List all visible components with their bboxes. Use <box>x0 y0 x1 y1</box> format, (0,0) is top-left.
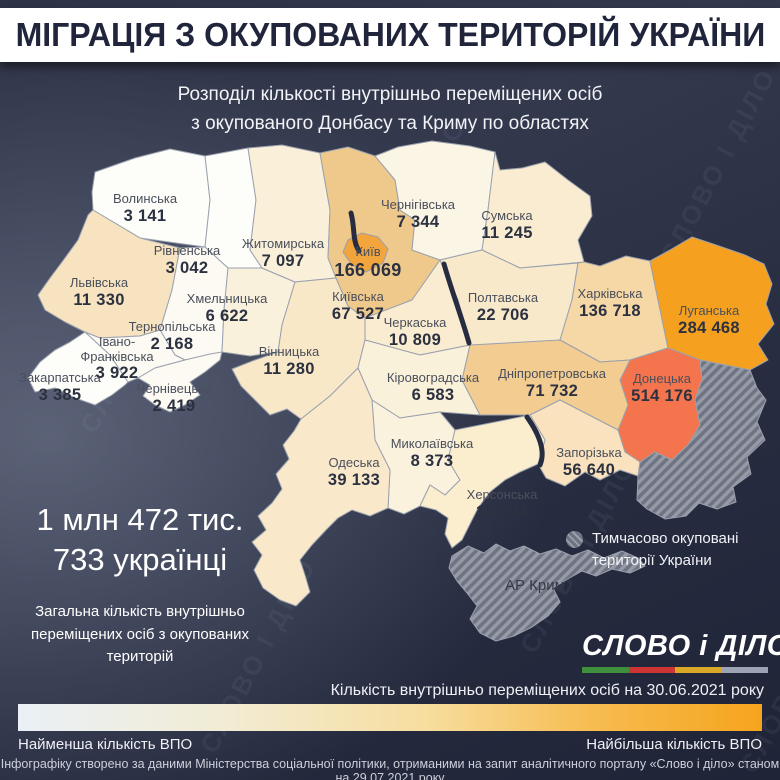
region-label-donetska: Донецька 514 176 <box>631 371 693 405</box>
region-label-mykolaivska: Миколаївська 8 373 <box>390 436 474 470</box>
legend-gradient-bar <box>18 704 762 731</box>
region-label-volynska: Волинська 3 141 <box>112 191 178 225</box>
subtitle-line2: з окупованого Донбасу та Криму по област… <box>191 113 589 135</box>
logo-bar-red <box>628 667 675 673</box>
region-label-ternopilska: Тернопільська 2 168 <box>128 319 216 353</box>
logo-bar-green <box>582 667 629 673</box>
summary-total: 1 млн 472 тис. 733 українці <box>36 502 244 577</box>
region-label-zakarpatska: Закарпатська 3 385 <box>19 370 101 404</box>
region-label-poltavska: Полтавська 22 706 <box>467 290 539 324</box>
region-label-rivnenska: Рівненська 3 042 <box>153 243 221 277</box>
region-label-lvivska: Львівська 11 330 <box>69 275 129 309</box>
dnipro-river-kremenchuk-reservoir <box>441 261 472 346</box>
region-label-kyivska: Київська 67 527 <box>331 289 385 323</box>
summary-block: 1 млн 472 тис. 733 українці Загальна кіл… <box>25 500 255 669</box>
region-label-vinnytska: Вінницька 11 280 <box>258 344 320 378</box>
subtitle-line1: Розподіл кількості внутрішньо переміщени… <box>177 84 603 105</box>
subtitle: Розподіл кількості внутрішньо переміщени… <box>0 80 780 139</box>
slovoidilo-logo: СЛОВО і ДІЛО <box>582 630 780 673</box>
region-label-odeska: Одеська 39 133 <box>327 455 381 489</box>
region-label-kharkivska: Харківська 136 718 <box>577 286 643 320</box>
region-label-dnipropetrovska: Дніпропетровська 71 732 <box>498 366 606 400</box>
dnipro-river-kyiv-reservoir <box>348 210 362 254</box>
crimea-label: АР Крим <box>505 577 565 594</box>
region-odeska <box>251 367 391 607</box>
region-chernivetska <box>137 346 224 413</box>
region-khersonska <box>419 414 546 549</box>
logo-bar-yellow <box>675 667 722 673</box>
region-label-zaporizka: Запорізька 56 640 <box>556 445 622 479</box>
region-label-kyiv-city: Київ 166 069 <box>334 244 402 280</box>
region-label-ivano-frankivska: Івано-Франківська 3 922 <box>80 334 154 383</box>
crimea-hatched <box>448 543 646 642</box>
legend-min-label: Найменша кількість ВПО <box>18 736 193 753</box>
region-zakarpatska <box>27 331 129 406</box>
dnipro-river-kakhovka-reservoir <box>524 414 545 468</box>
occupied-territory-swatch-icon <box>566 531 583 548</box>
slovoidilo-logo-text: СЛОВО і ДІЛО <box>582 630 780 662</box>
summary-caption: Загальна кількість внутрішньо переміщени… <box>31 603 249 666</box>
region-label-cherkaska: Черкаська 10 809 <box>383 315 447 349</box>
region-label-khmelnytska: Хмельницька 6 622 <box>186 291 268 325</box>
title-bar: МІГРАЦІЯ З ОКУПОВАНИХ ТЕРИТОРІЙ УКРАЇНИ <box>0 8 780 62</box>
legend-title: Кількість внутрішньо переміщених осіб на… <box>330 682 764 699</box>
occupied-territories-note: Тимчасово окуповані території України <box>592 530 739 569</box>
slovoidilo-logo-bar <box>582 667 768 673</box>
logo-bar-gray <box>721 667 768 673</box>
region-label-chernihivska: Чернігівська 7 344 <box>380 197 456 231</box>
region-dnipropetrovska <box>461 339 631 431</box>
region-label-chernivetska: Чернівецька 2 419 <box>136 381 212 415</box>
footer-source-note: Інфографіку створено за даними Міністерс… <box>0 757 780 780</box>
page-title: МІГРАЦІЯ З ОКУПОВАНИХ ТЕРИТОРІЙ УКРАЇНИ <box>15 16 765 53</box>
region-label-zhytomyrska: Житомирська 7 097 <box>241 236 325 270</box>
region-label-luhanska: Луганська 284 468 <box>678 303 740 337</box>
occupied-donbas-hatched <box>636 359 767 520</box>
region-label-kirovohradska: Кіровоградська 6 583 <box>386 370 480 404</box>
region-label-sumska: Сумська 11 245 <box>481 208 533 242</box>
legend-max-label: Найбільша кількість ВПО <box>586 736 762 753</box>
region-label-khersonska: Херсонська 14 804 <box>466 487 538 521</box>
